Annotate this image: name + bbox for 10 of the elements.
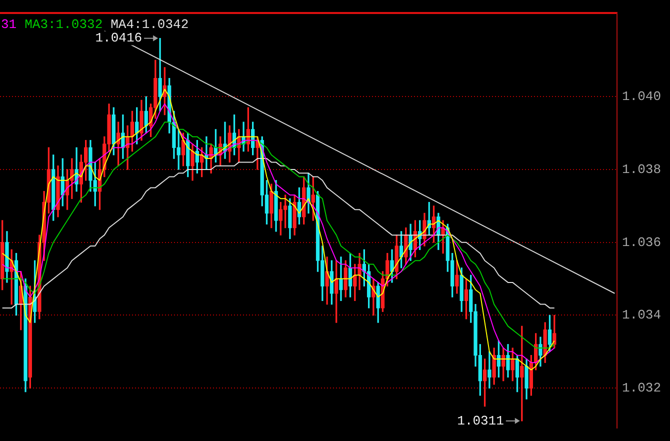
annotation: 1.0311 (457, 413, 504, 428)
y-tick-label: 1.034 (622, 308, 662, 323)
y-tick-label: 1.036 (622, 234, 662, 250)
y-tick-label: 1.038 (622, 162, 662, 177)
annotation: 1.0416 (95, 30, 142, 46)
y-tick-label: 1.032 (622, 380, 662, 396)
text: 31 (1, 17, 17, 32)
y-tick-label: 1.040 (622, 89, 662, 104)
text: MA4:1.0342 (110, 17, 189, 32)
text: MA3:1.0332 (24, 17, 103, 32)
